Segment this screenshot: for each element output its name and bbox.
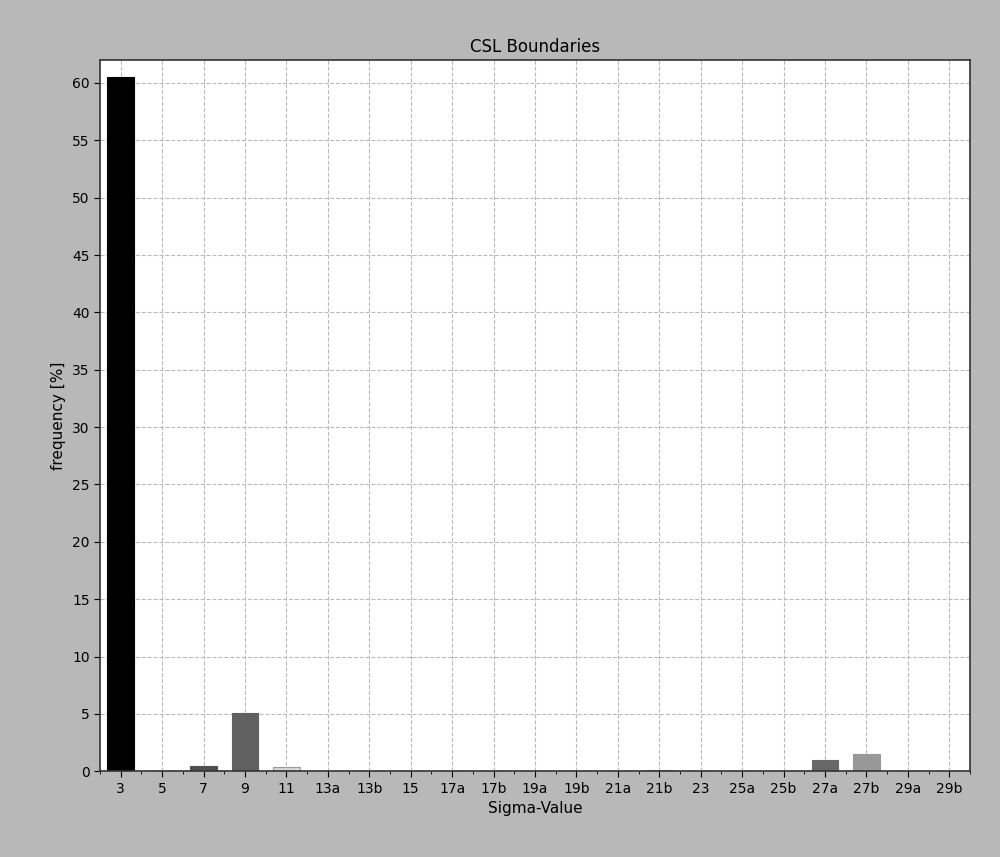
Bar (646, 770, 673, 771)
Bar (273, 767, 300, 771)
Bar (190, 765, 217, 771)
Bar (853, 754, 880, 771)
Y-axis label: frequency [%]: frequency [%] (51, 362, 66, 470)
Bar (107, 77, 134, 771)
Title: CSL Boundaries: CSL Boundaries (470, 38, 600, 56)
X-axis label: Sigma-Value: Sigma-Value (488, 801, 582, 816)
Bar (812, 760, 838, 771)
Bar (232, 713, 258, 771)
